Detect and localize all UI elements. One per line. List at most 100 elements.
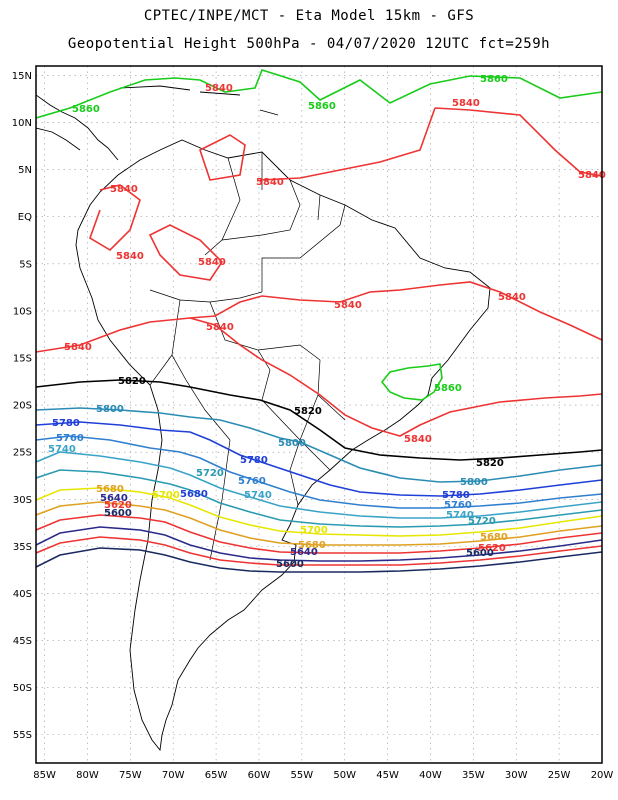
label-5780-a: 5780 [52,418,80,429]
lat-tick-label: 15S [13,353,32,364]
label-5720-b: 5720 [468,516,496,527]
lon-tick-label: 85W [33,770,56,781]
label-5740-a: 5740 [48,444,76,455]
contour-lines [36,69,602,573]
lon-tick-label: 25W [548,770,571,781]
label-5620-a: 5620 [104,500,132,511]
lon-tick-label: 60W [248,770,271,781]
contour-5840-loop [259,107,602,181]
label-5840-k: 5840 [64,342,92,353]
label-5680-a: 5680 [96,484,124,495]
label-5640-a: 5640 [100,493,128,504]
lon-tick-label: 70W [162,770,185,781]
lon-tick-label: 30W [505,770,528,781]
contour-5820 [36,379,602,461]
map-frame [35,65,603,764]
label-5700-b: 5700 [300,525,328,536]
contour-5660 [36,514,602,554]
central-america-coastline [36,94,119,161]
label-5840-h: 5840 [334,300,362,311]
label-5860-b: 5860 [308,101,336,112]
label-5860-a: 5860 [72,104,100,115]
label-5820-a: 5820 [118,376,146,387]
label-5840-c: 5840 [256,177,284,188]
label-5860-c: 5860 [480,74,508,85]
label-5820-c: 5820 [476,458,504,469]
label-5800-c: 5800 [460,477,488,488]
label-5840-d: 5840 [578,170,606,181]
label-5740-b: 5740 [244,490,272,501]
lat-tick-label: 35S [13,542,32,553]
lat-tick-label: EQ [18,212,32,223]
contour-5840-north [36,281,602,353]
lat-tick-label: 40S [13,589,32,600]
contour-5840-amazon [89,134,246,281]
label-5700-a: 5700 [152,490,180,501]
contour-5740 [36,451,602,519]
lat-tick-label: 30S [13,495,32,506]
label-5780-b: 5780 [240,455,268,466]
label-5840-j: 5840 [206,322,234,333]
label-5680-c: 5680 [480,532,508,543]
contour-5640 [36,526,602,562]
lat-tick-label: 25S [13,448,32,459]
label-5760-b: 5760 [238,476,266,487]
contour-5680 [36,501,602,546]
contour-5800 [36,407,602,483]
lat-tick-label: 50S [13,683,32,694]
label-5840-e: 5840 [110,184,138,195]
lon-tick-label: 65W [205,770,228,781]
lat-tick-label: 15N [12,71,32,82]
latitude-labels: 15N 10N 5N EQ 5S 10S 15S 20S 25S 30S 35S 40S 45S 50S 5… [12,71,32,741]
label-5600-b: 5600 [276,559,304,570]
lat-tick-label: 5N [18,165,32,176]
lat-tick-label: 5S [19,259,32,270]
map-title-line2: Geopotential Height 500hPa - 04/07/2020 … [67,36,551,52]
contour-5700 [36,487,602,537]
lon-tick-label: 20W [591,770,614,781]
contour-5760 [36,435,602,509]
label-5600-a: 5600 [104,508,132,519]
label-5820-b: 5820 [294,406,322,417]
coastline-borders [36,85,491,752]
contour-labels: 5860 5860 5860 5860 5840 5840 5840 5840 … [48,74,606,570]
label-5760-a: 5760 [56,433,84,444]
longitude-labels: 85W 80W 75W 70W 65W 60W 55W 50W 45W 40W 35W 30W 25W 2… [33,770,613,781]
contour-5840-south [189,317,602,437]
lat-tick-label: 45S [13,636,32,647]
label-5840-i: 5840 [498,292,526,303]
lon-tick-label: 55W [291,770,314,781]
map-title-line1: CPTEC/INPE/MCT - Eta Model 15km - GFS [143,8,475,24]
label-5640-b: 5640 [290,547,318,558]
contour-5780 [36,421,602,497]
lon-tick-label: 45W [376,770,399,781]
label-5800-a: 5800 [96,404,124,415]
label-5780-c: 5780 [442,490,470,501]
caribbean-islands [119,85,279,116]
lat-tick-label: 10S [13,306,32,317]
label-5840-a: 5840 [205,83,233,94]
label-5680-d: 5680 [180,489,208,500]
contour-5720 [36,469,602,528]
label-5840-b: 5840 [452,98,480,109]
lon-tick-label: 35W [462,770,485,781]
contour-5860-brazil [380,363,443,401]
label-5860-d: 5860 [434,383,462,394]
label-5840-f: 5840 [116,251,144,262]
lat-tick-label: 55S [13,730,32,741]
label-5740-c: 5740 [446,510,474,521]
contour-5860-north [36,69,602,119]
lon-tick-label: 80W [76,770,99,781]
contour-5620 [36,536,602,566]
lon-tick-label: 40W [419,770,442,781]
lat-tick-label: 10N [12,118,32,129]
lat-lon-grid [36,66,602,763]
label-5680-b: 5680 [298,540,326,551]
label-5840-g: 5840 [198,257,226,268]
label-5620-b: 5620 [478,543,506,554]
lon-tick-label: 75W [119,770,142,781]
label-5800-b: 5800 [278,438,306,449]
contour-5600 [36,547,602,573]
label-5720-a: 5720 [196,468,224,479]
